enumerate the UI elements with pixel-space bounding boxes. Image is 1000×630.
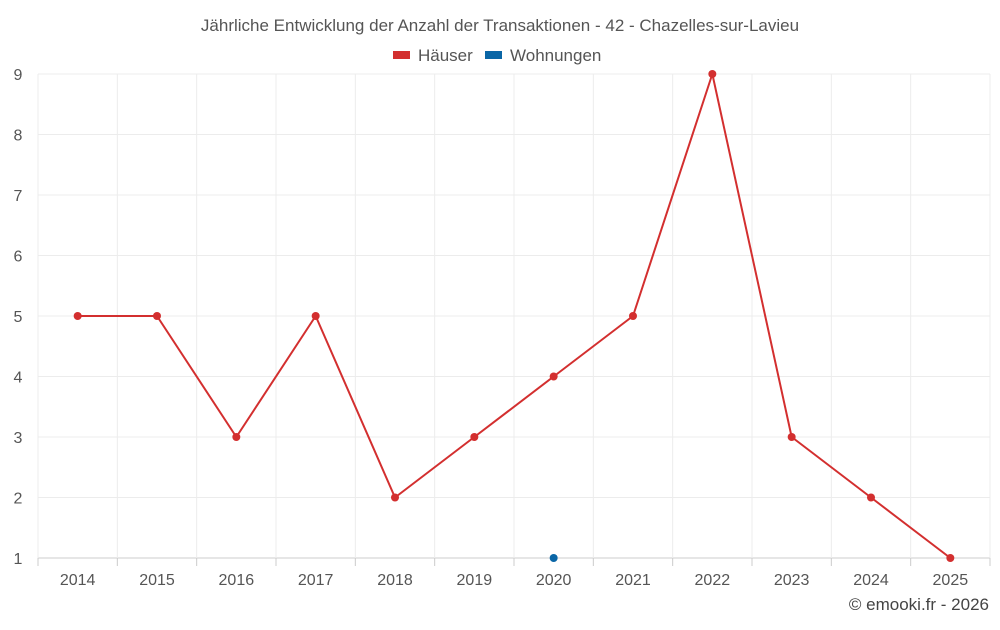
y-tick-label: 3 — [14, 430, 23, 447]
y-tick-label: 1 — [14, 551, 23, 568]
data-point-haeuser-2017[interactable] — [311, 312, 320, 320]
data-point-wohnungen-2020[interactable] — [549, 554, 558, 562]
x-tick-label: 2018 — [377, 572, 413, 589]
legend-swatch-haeuser — [393, 51, 410, 59]
x-tick-label: 2014 — [60, 572, 96, 589]
chart-title: Jährliche Entwicklung der Anzahl der Tra… — [201, 16, 799, 35]
legend-swatch-wohnungen — [485, 51, 502, 59]
data-point-haeuser-2021[interactable] — [629, 312, 637, 320]
data-point-haeuser-2014[interactable] — [73, 312, 82, 320]
x-tick-label: 2021 — [615, 572, 651, 589]
y-tick-label: 2 — [14, 491, 23, 508]
data-point-haeuser-2015[interactable] — [153, 312, 161, 320]
x-tick-label: 2023 — [774, 572, 810, 589]
x-tick-label: 2019 — [457, 572, 493, 589]
data-point-haeuser-2018[interactable] — [391, 493, 399, 502]
data-point-haeuser-2024[interactable] — [867, 493, 875, 502]
legend-item-haeuser[interactable]: Häuser — [393, 46, 473, 65]
data-point-haeuser-2019[interactable] — [470, 433, 479, 441]
x-axis-ticks: 2014 2015 2016 2017 2018 2019 2020 2021 2022 2023… — [60, 572, 968, 589]
series-line-haeuser — [77, 73, 951, 559]
data-point-haeuser-2025[interactable] — [946, 554, 955, 562]
legend-item-wohnungen[interactable]: Wohnungen — [485, 46, 601, 65]
x-tick-label: 2017 — [298, 572, 334, 589]
x-tick-label: 2022 — [695, 572, 731, 589]
y-tick-label: 4 — [14, 370, 23, 387]
y-tick-label: 9 — [14, 67, 23, 84]
data-point-haeuser-2023[interactable] — [787, 433, 796, 441]
x-tick-label: 2016 — [219, 572, 255, 589]
legend: Häuser Wohnungen — [393, 46, 601, 65]
legend-label-haeuser: Häuser — [418, 46, 473, 65]
series-points — [73, 70, 955, 562]
y-tick-label: 8 — [14, 128, 23, 145]
y-tick-label: 6 — [14, 249, 23, 266]
x-tick-label: 2015 — [139, 572, 175, 589]
legend-label-wohnungen: Wohnungen — [510, 46, 601, 65]
y-axis-ticks: 1 2 3 4 5 6 7 8 9 — [14, 67, 23, 568]
data-point-haeuser-2016[interactable] — [232, 433, 241, 441]
footer-credit: © emooki.fr - 2026 — [849, 595, 989, 614]
y-tick-label: 5 — [14, 309, 23, 326]
y-tick-label: 7 — [14, 188, 23, 205]
x-tick-label: 2025 — [933, 572, 969, 589]
data-point-haeuser-2022[interactable] — [708, 70, 717, 78]
grid — [37, 73, 991, 566]
x-tick-label: 2020 — [536, 572, 572, 589]
data-point-haeuser-2020[interactable] — [549, 372, 558, 381]
x-tick-label: 2024 — [853, 572, 889, 589]
series-lines — [77, 73, 951, 559]
